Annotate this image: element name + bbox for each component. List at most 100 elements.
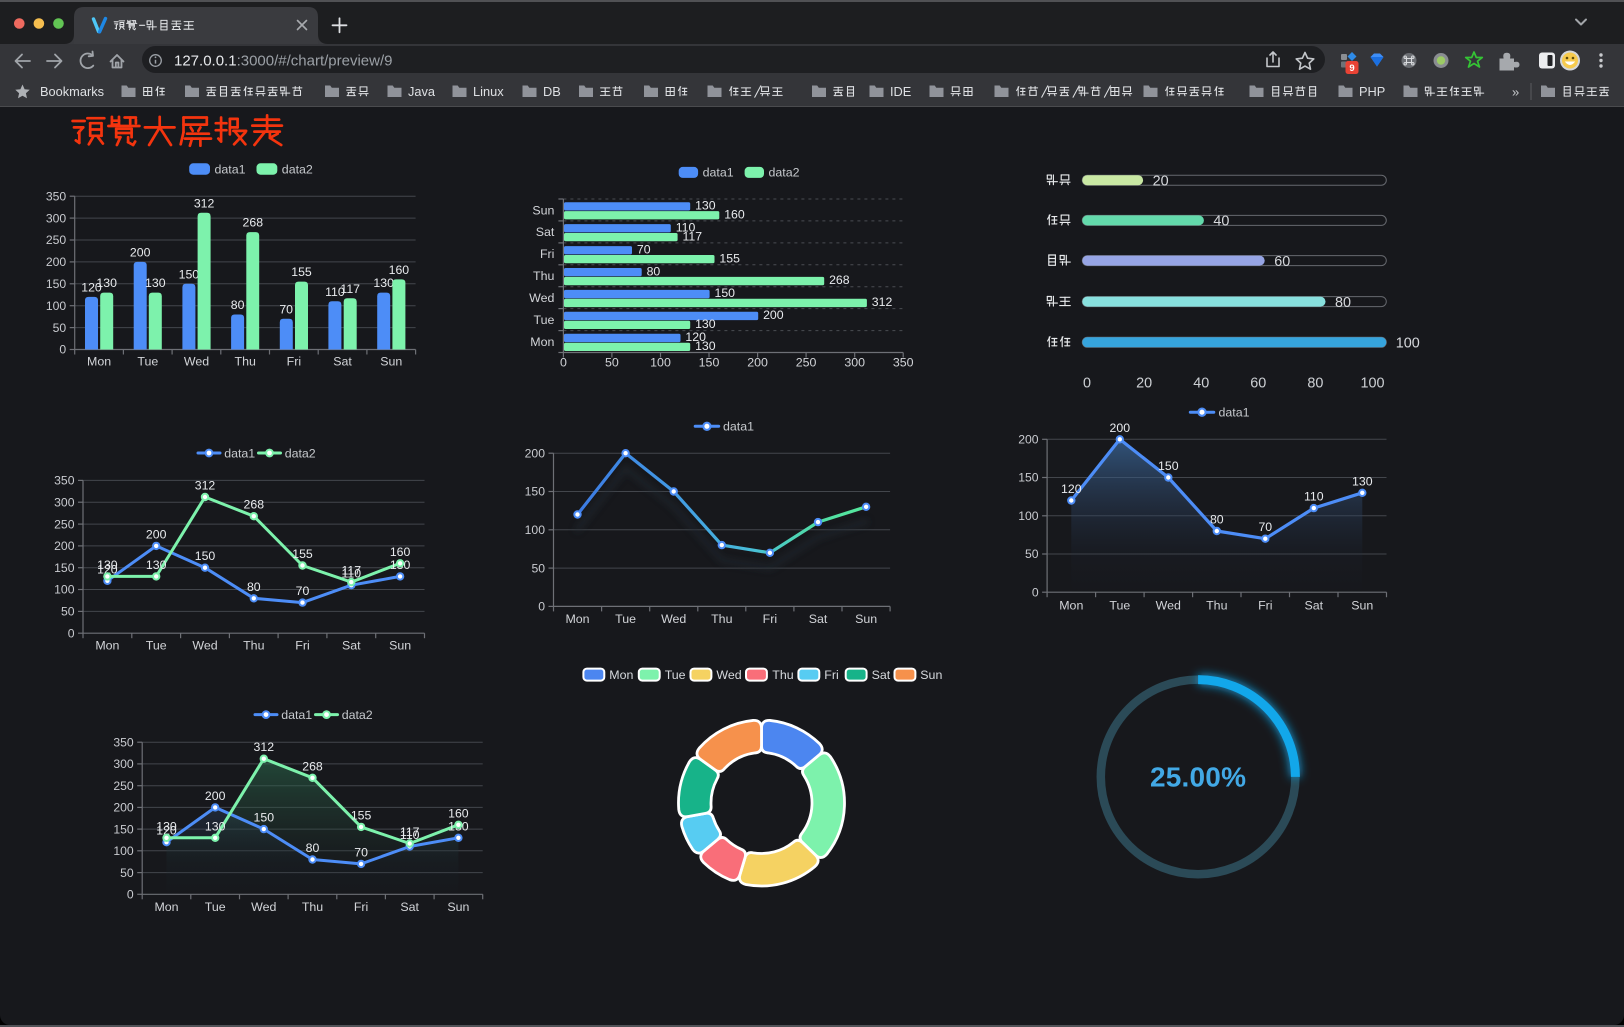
svg-text:155: 155	[292, 547, 313, 561]
svg-text:Mon: Mon	[565, 612, 589, 626]
svg-text:60: 60	[1274, 254, 1290, 270]
svg-text:200: 200	[46, 255, 67, 269]
svg-text:DB: DB	[543, 84, 561, 99]
svg-text:150: 150	[179, 267, 200, 281]
svg-text:Sat: Sat	[333, 355, 352, 369]
svg-text:Sun: Sun	[855, 612, 877, 626]
svg-text:100: 100	[1360, 376, 1384, 392]
svg-text:Mon: Mon	[87, 355, 111, 369]
svg-text:350: 350	[113, 735, 134, 749]
svg-text:150: 150	[195, 549, 216, 563]
svg-text:data1: data1	[281, 708, 312, 722]
svg-text:Wed: Wed	[1156, 598, 1181, 612]
svg-text:312: 312	[194, 196, 215, 210]
svg-text:0: 0	[127, 888, 134, 902]
svg-text:200: 200	[525, 446, 546, 460]
svg-text:Wed: Wed	[251, 900, 276, 914]
svg-text:Sun: Sun	[389, 639, 411, 653]
svg-text:70: 70	[296, 584, 310, 598]
svg-text:150: 150	[1158, 459, 1179, 473]
svg-text:80: 80	[247, 580, 261, 594]
svg-text:150: 150	[699, 356, 720, 370]
svg-text:Fri: Fri	[1258, 598, 1272, 612]
svg-text:Fri: Fri	[295, 639, 309, 653]
svg-text:100: 100	[113, 844, 134, 858]
svg-text:Thu: Thu	[235, 355, 256, 369]
svg-text:200: 200	[205, 789, 226, 803]
svg-text:117: 117	[340, 282, 360, 296]
svg-text:268: 268	[243, 216, 264, 230]
svg-text:300: 300	[113, 757, 134, 771]
svg-text:50: 50	[53, 321, 67, 335]
svg-text:0: 0	[560, 356, 567, 370]
svg-text:100: 100	[1396, 336, 1420, 352]
svg-text:155: 155	[719, 251, 740, 265]
svg-text:110: 110	[400, 828, 420, 842]
svg-text:Thu: Thu	[302, 900, 323, 914]
svg-text:130: 130	[146, 558, 167, 572]
svg-text:Mon: Mon	[530, 335, 554, 349]
svg-text:Fri: Fri	[763, 612, 777, 626]
svg-text:150: 150	[1018, 471, 1039, 485]
svg-text:Sun: Sun	[380, 355, 402, 369]
svg-text:data1: data1	[224, 446, 255, 460]
svg-text:160: 160	[390, 545, 411, 559]
svg-text:Bookmarks: Bookmarks	[40, 84, 104, 99]
svg-text:130: 130	[145, 276, 166, 290]
svg-text:Sat: Sat	[1304, 598, 1323, 612]
svg-text:80: 80	[647, 264, 661, 278]
svg-text:160: 160	[724, 207, 745, 221]
svg-text:Wed: Wed	[184, 355, 209, 369]
svg-text:50: 50	[605, 356, 619, 370]
svg-text:200: 200	[113, 801, 134, 815]
svg-text:110: 110	[676, 220, 696, 234]
svg-text:130: 130	[695, 339, 716, 353]
svg-text:Tue: Tue	[205, 900, 226, 914]
svg-text:40: 40	[1193, 376, 1209, 392]
svg-text:120: 120	[156, 824, 177, 838]
svg-text:Sun: Sun	[447, 900, 469, 914]
svg-text:250: 250	[54, 517, 75, 531]
svg-text:70: 70	[1258, 520, 1272, 534]
svg-text:130: 130	[373, 276, 394, 290]
svg-text:150: 150	[54, 561, 75, 575]
svg-text:120: 120	[97, 562, 118, 576]
svg-text:data2: data2	[285, 446, 316, 460]
svg-text:Sun: Sun	[1351, 598, 1373, 612]
svg-text:Wed: Wed	[192, 639, 217, 653]
svg-text:200: 200	[1018, 433, 1039, 447]
svg-text:155: 155	[351, 808, 372, 822]
svg-text:Sat: Sat	[342, 639, 361, 653]
svg-text:Thu: Thu	[533, 269, 554, 283]
svg-text:Thu: Thu	[243, 639, 264, 653]
svg-text:Mon: Mon	[95, 639, 119, 653]
svg-text:70: 70	[354, 845, 368, 859]
svg-text:350: 350	[46, 189, 67, 203]
svg-text:150: 150	[525, 485, 546, 499]
svg-text:100: 100	[46, 299, 67, 313]
svg-text:117: 117	[683, 229, 703, 243]
svg-text:25.00%: 25.00%	[1150, 762, 1246, 793]
svg-text:Sat: Sat	[400, 900, 419, 914]
svg-text:312: 312	[872, 295, 893, 309]
svg-text:9: 9	[1349, 63, 1354, 74]
svg-text:Mon: Mon	[154, 900, 178, 914]
svg-text:60: 60	[1250, 376, 1266, 392]
svg-text:130: 130	[695, 317, 716, 331]
svg-text:130: 130	[1352, 474, 1373, 488]
svg-text:120: 120	[685, 330, 706, 344]
svg-text:80: 80	[231, 298, 245, 312]
svg-text:Tue: Tue	[137, 355, 158, 369]
svg-text:110: 110	[325, 285, 345, 299]
svg-text:150: 150	[254, 811, 275, 825]
svg-text:Fri: Fri	[540, 247, 554, 261]
svg-text:100: 100	[54, 583, 75, 597]
svg-text:130: 130	[96, 276, 117, 290]
svg-text:130: 130	[156, 819, 177, 833]
svg-text:100: 100	[525, 523, 546, 537]
svg-text:350: 350	[893, 356, 914, 370]
svg-text:Thu: Thu	[1206, 598, 1227, 612]
svg-text:300: 300	[54, 495, 75, 509]
svg-text:160: 160	[448, 806, 469, 820]
svg-text:data1: data1	[1219, 406, 1250, 420]
